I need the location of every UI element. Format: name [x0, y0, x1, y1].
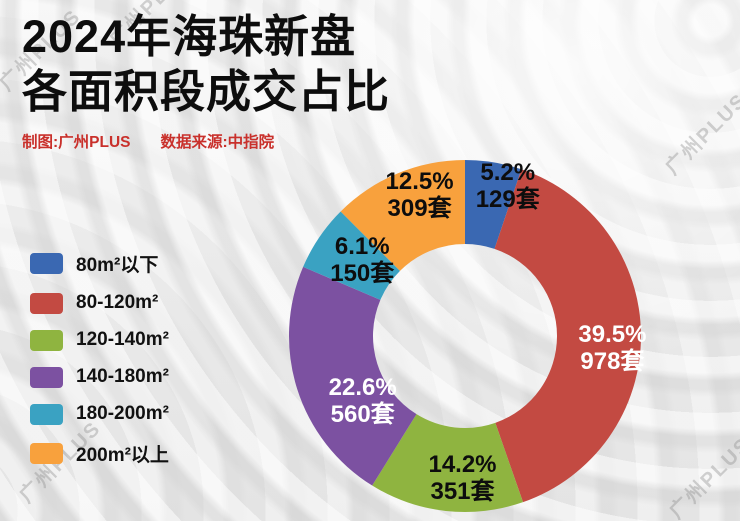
credit-source: 数据来源:中指院: [160, 133, 275, 151]
donut-slice-4: [303, 211, 400, 300]
header: 2024年海珠新盘 各面积段成交占比 制图:广州PLUS 数据来源:中指院: [22, 10, 390, 152]
legend-swatch: [30, 329, 63, 351]
legend-label: 180-200m²: [76, 403, 169, 424]
legend-item: 120-140m²: [30, 329, 169, 351]
legend-swatch: [30, 443, 63, 464]
donut-chart-svg: [289, 160, 641, 512]
chart-legend: 80m²以下 80-120m² 120-140m² 140-180m² 180-…: [30, 250, 169, 467]
legend-item: 80-120m²: [30, 292, 169, 314]
legend-label: 200m²以上: [76, 445, 169, 466]
page-title: 2024年海珠新盘 各面积段成交占比: [22, 10, 390, 120]
legend-swatch: [30, 403, 63, 425]
legend-item: 180-200m²: [30, 403, 169, 425]
legend-item: 80m²以下: [30, 250, 169, 277]
legend-label: 80m²以下: [76, 255, 159, 276]
donut-chart: 5.2% 129套 39.5% 978套 14.2% 351套 22.6% 56…: [265, 136, 665, 521]
legend-swatch: [30, 253, 63, 274]
donut-slice-5: [340, 160, 465, 271]
credit-line: 制图:广州PLUS 数据来源:中指院: [22, 130, 390, 152]
legend-swatch: [30, 292, 63, 314]
legend-label: 80-120m²: [76, 292, 159, 313]
donut-slice-3: [289, 266, 417, 486]
legend-item: 200m²以上: [30, 440, 169, 467]
legend-label: 120-140m²: [76, 329, 169, 350]
legend-item: 140-180m²: [30, 366, 169, 388]
donut-slice-0: [465, 160, 522, 249]
donut-slice-1: [494, 169, 641, 503]
donut-slice-2: [372, 414, 523, 512]
credit-author: 制图:广州PLUS: [22, 133, 131, 151]
legend-label: 140-180m²: [76, 366, 169, 387]
legend-swatch: [30, 366, 63, 388]
title-line-2: 各面积段成交占比: [22, 65, 391, 117]
title-line-1: 2024年海珠新盘: [22, 11, 357, 62]
